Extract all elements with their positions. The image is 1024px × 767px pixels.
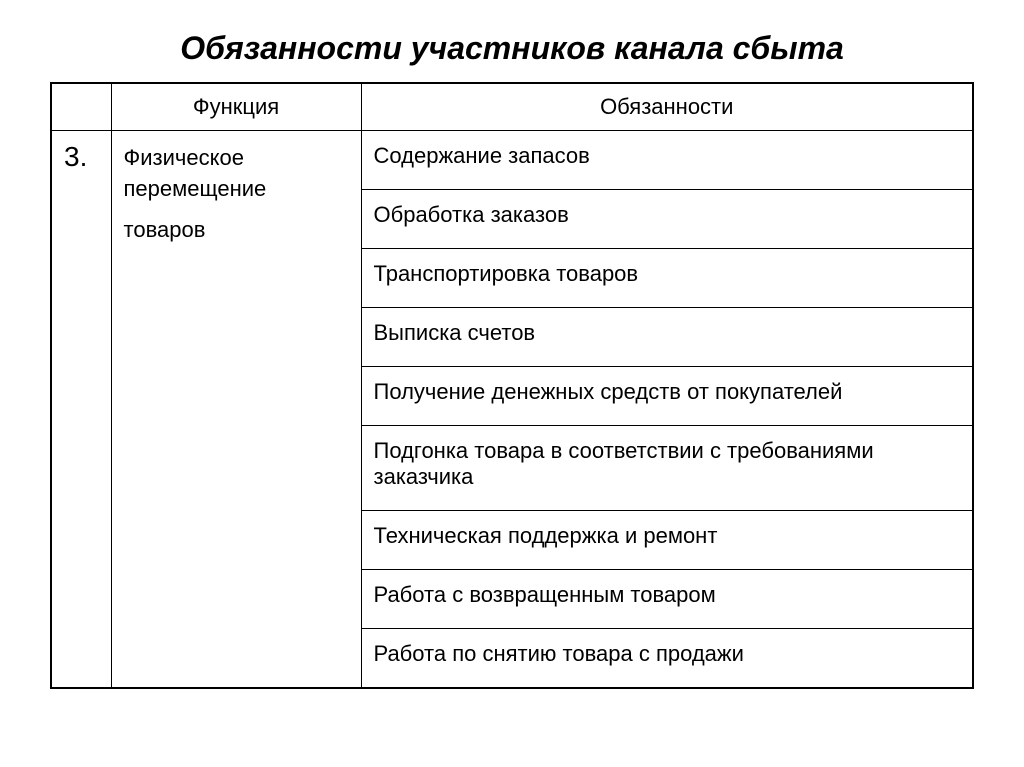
function-cell: Физическое перемещение товаров bbox=[111, 131, 361, 689]
function-text-line1: Физическое перемещение bbox=[124, 143, 349, 205]
function-text-line2: товаров bbox=[124, 215, 349, 246]
duty-cell: Работа по снятию товара с продажи bbox=[361, 629, 973, 689]
header-duties: Обязанности bbox=[361, 83, 973, 131]
duties-table: Функция Обязанности 3. Физическое переме… bbox=[50, 82, 974, 689]
page-title: Обязанности участников канала сбыта bbox=[50, 30, 974, 67]
duty-cell: Обработка заказов bbox=[361, 190, 973, 249]
table-row: 3. Физическое перемещение товаров Содерж… bbox=[51, 131, 973, 190]
header-function: Функция bbox=[111, 83, 361, 131]
duty-cell: Техническая поддержка и ремонт bbox=[361, 511, 973, 570]
duty-cell: Выписка счетов bbox=[361, 308, 973, 367]
duty-cell: Содержание запасов bbox=[361, 131, 973, 190]
header-row: Функция Обязанности bbox=[51, 83, 973, 131]
row-number: 3. bbox=[51, 131, 111, 689]
duty-cell: Работа с возвращенным товаром bbox=[361, 570, 973, 629]
header-number bbox=[51, 83, 111, 131]
duty-cell: Транспортировка товаров bbox=[361, 249, 973, 308]
duty-cell: Получение денежных средств от покупателе… bbox=[361, 367, 973, 426]
duty-cell: Подгонка товара в соответствии с требова… bbox=[361, 426, 973, 511]
